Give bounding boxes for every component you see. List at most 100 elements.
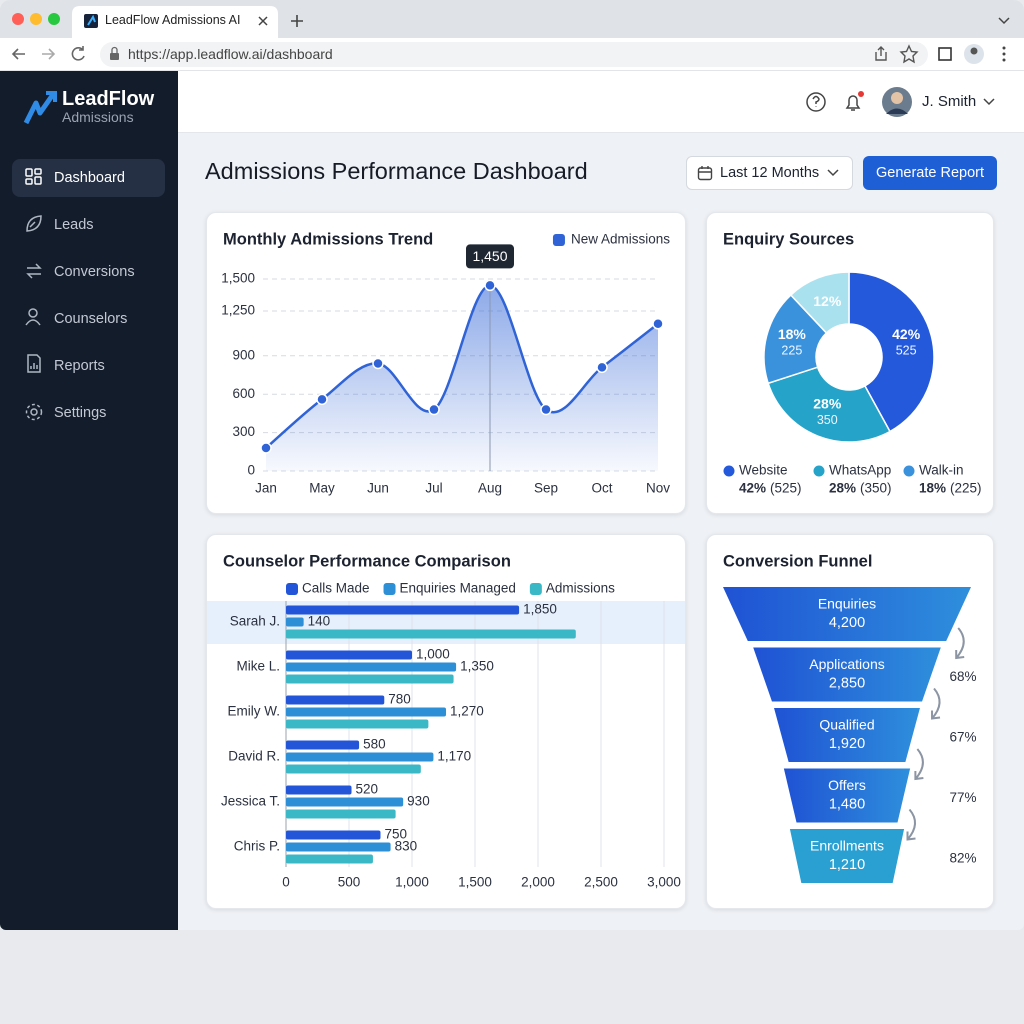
reload-button[interactable]	[71, 46, 85, 61]
x-tick-label: Jul	[425, 481, 442, 496]
help-button[interactable]	[806, 92, 826, 112]
address-bar: https://app.leadflow.ai/dashboard	[0, 38, 1024, 71]
y-tick-label: 300	[232, 424, 255, 439]
x-tick-label: 0	[282, 875, 290, 890]
conversion-rate: 68%	[949, 669, 976, 684]
funnel-stage	[783, 768, 911, 823]
rate-arrow	[955, 627, 965, 660]
chevron	[827, 169, 839, 177]
stage-value: 1,480	[829, 796, 865, 812]
icon-reports	[27, 354, 41, 373]
new-tab[interactable]	[291, 15, 303, 27]
tab-bar-graphics	[12, 6, 1010, 38]
icon-dashboard	[34, 176, 42, 185]
legend-label: New Admissions	[571, 232, 670, 247]
share-button[interactable]	[875, 46, 887, 61]
x-tick-label: Sep	[534, 481, 558, 496]
date-range-dropdown[interactable]: Last 12 Months	[686, 156, 853, 190]
bar	[286, 842, 391, 852]
legend-swatch	[813, 465, 825, 477]
bookmark-button[interactable]	[899, 44, 919, 64]
bar	[286, 740, 360, 750]
legend-percent: 42%	[739, 481, 766, 496]
legend-swatch	[723, 465, 735, 477]
nav-item[interactable]: Conversions	[12, 253, 165, 291]
bar-value-label: 830	[395, 839, 418, 854]
bar-value-label: 140	[308, 614, 331, 629]
slice	[789, 271, 850, 335]
close-tab[interactable]	[258, 16, 268, 26]
bar-value-label: 1,270	[450, 704, 484, 719]
browser-window: LeadFlow Admissions AI https://app.leadf…	[0, 0, 1024, 930]
sidebar: LeadFlow Admissions Dashboard Leads Conv…	[0, 71, 178, 930]
button-label: Generate Report	[875, 165, 984, 181]
nav-item[interactable]: Settings	[12, 394, 165, 432]
back-button[interactable]	[11, 48, 25, 60]
x-tick-label: 2,500	[584, 875, 618, 890]
brand-name: LeadFlow	[62, 88, 155, 110]
close-window[interactable]	[12, 13, 24, 25]
date-range-text: Last 12 Months	[720, 165, 820, 181]
point	[596, 361, 608, 374]
legend-count: (525)	[770, 481, 802, 496]
nav-item[interactable]: Dashboard	[12, 159, 165, 197]
donut-chart-card: Enquiry Sources42%52528%35018%22512%Webs…	[706, 212, 994, 514]
forward-button[interactable]	[42, 48, 56, 60]
stage-name: Applications	[809, 656, 885, 672]
legend-label: Calls Made	[302, 581, 370, 596]
funnel-stage	[789, 829, 905, 883]
notifications-button[interactable]	[845, 95, 861, 111]
nav-item[interactable]: Leads	[12, 206, 165, 244]
y-tick-label: 1,250	[221, 303, 255, 318]
url-field[interactable]	[100, 42, 928, 67]
x-tick-label: 1,500	[458, 875, 492, 890]
brand-subtitle: Admissions	[62, 109, 134, 125]
tooltip-value: 1,450	[472, 248, 507, 264]
icon-dashboard	[34, 168, 42, 175]
chart-title: Conversion Funnel	[723, 552, 872, 570]
nav-label: Reports	[54, 358, 105, 374]
x-tick-label: 1,000	[395, 875, 429, 890]
user-menu-chevron[interactable]	[983, 98, 995, 106]
tab-menu[interactable]	[998, 17, 1010, 25]
url-text: https://app.leadflow.ai/dashboard	[128, 46, 333, 62]
rate-arrow	[906, 808, 916, 841]
legend-swatch	[383, 583, 396, 595]
generate-report-button[interactable]: Generate Report	[863, 156, 997, 190]
point	[540, 403, 552, 416]
bar-value-label: 1,350	[460, 659, 494, 674]
menu-dot[interactable]	[1002, 46, 1006, 50]
menu-dot[interactable]	[1002, 58, 1006, 62]
stage-name: Enquiries	[818, 596, 876, 612]
tooltip	[466, 244, 514, 269]
bar	[286, 719, 429, 729]
nav-label: Dashboard	[54, 170, 125, 186]
nav-item[interactable]: Counselors	[12, 300, 165, 338]
y-tick-label: 0	[247, 463, 255, 478]
nav-label: Leads	[54, 217, 94, 233]
logo-stroke	[23, 91, 57, 125]
menu-dot[interactable]	[1002, 52, 1006, 56]
legend-percent: 18%	[919, 481, 946, 496]
nav-item[interactable]: Reports	[12, 347, 165, 385]
category-label: Mike L.	[236, 659, 280, 674]
top-bar: J. Smith	[178, 71, 1024, 133]
bar	[286, 605, 520, 615]
slice-percent: 42%	[892, 326, 921, 342]
user-name[interactable]: J. Smith	[922, 93, 977, 110]
legend-swatch	[286, 583, 298, 595]
legend-label: Walk-in	[919, 463, 964, 478]
legend-label: Admissions	[546, 581, 615, 596]
sidebar-button[interactable]	[938, 47, 952, 61]
bar	[286, 785, 352, 795]
minimize-window[interactable]	[30, 13, 42, 25]
maximize-window[interactable]	[48, 13, 60, 25]
active-tab[interactable]	[72, 6, 278, 38]
slice	[848, 271, 935, 433]
avatar-body	[886, 108, 908, 114]
slice-count: 525	[896, 344, 917, 358]
legend-percent: 28%	[829, 481, 856, 496]
point	[316, 393, 328, 406]
y-tick-label: 900	[232, 347, 255, 362]
bar-value-label: 750	[385, 827, 408, 842]
